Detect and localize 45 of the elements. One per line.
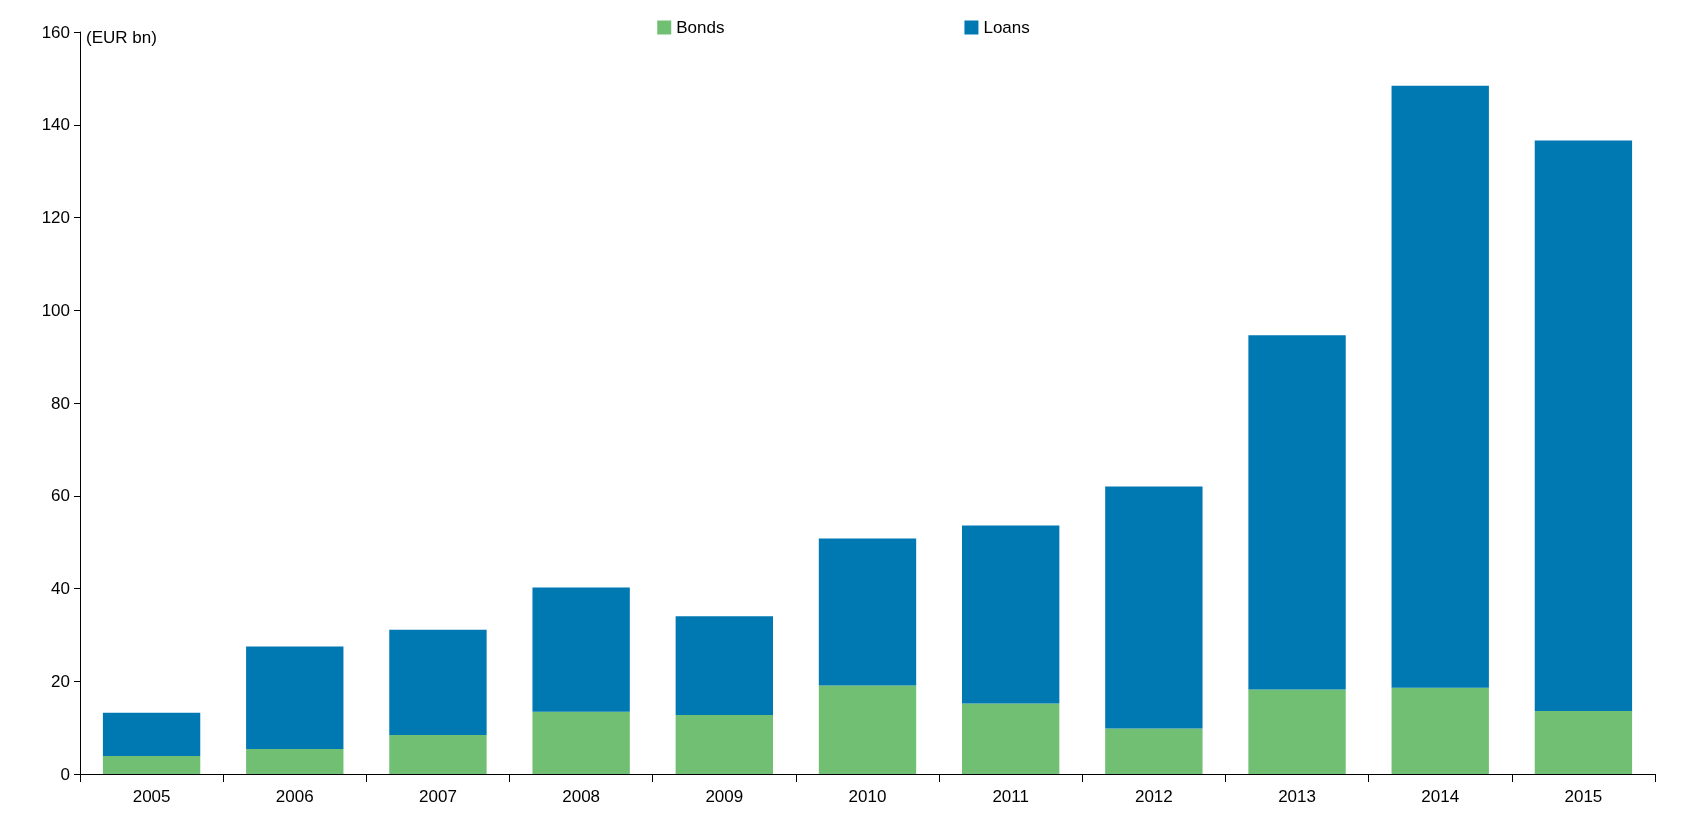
y-tick-label: 120 xyxy=(41,208,70,227)
y-tick-label: 20 xyxy=(51,671,70,691)
y-tick-label: 40 xyxy=(51,579,70,598)
y-tick-label: 80 xyxy=(51,393,70,413)
bar xyxy=(818,685,917,774)
legend-label: Loans xyxy=(983,18,1030,37)
x-tick-label: 2013 xyxy=(1278,787,1316,806)
y-tick-label: 160 xyxy=(41,22,70,42)
bar xyxy=(1534,710,1633,774)
y-tick-label: 140 xyxy=(41,115,70,135)
bar xyxy=(102,712,201,756)
y-tick-label: 60 xyxy=(51,486,70,506)
x-tick-label: 2014 xyxy=(1421,787,1460,806)
bar xyxy=(1105,486,1203,729)
x-tick-label: 2012 xyxy=(1134,787,1173,806)
y-tick-label: 0 xyxy=(60,764,70,784)
bar xyxy=(246,748,344,774)
x-tick-label: 2005 xyxy=(132,787,171,806)
bar xyxy=(818,538,917,686)
bar xyxy=(675,715,773,774)
bar xyxy=(962,703,1060,774)
bar xyxy=(1248,689,1346,774)
bar xyxy=(1391,85,1489,688)
bar xyxy=(532,711,630,774)
bar xyxy=(1105,728,1203,774)
bar xyxy=(675,616,773,716)
x-tick-label: 2008 xyxy=(562,787,601,806)
x-tick-label: 2007 xyxy=(419,787,457,806)
y-axis-title: (EUR bn) xyxy=(86,28,157,47)
x-tick-label: 2011 xyxy=(992,787,1029,806)
bar xyxy=(962,525,1060,704)
bar xyxy=(1534,140,1633,711)
legend-label: Bonds xyxy=(676,18,725,37)
bar xyxy=(532,587,630,712)
bar xyxy=(389,735,487,774)
x-tick-label: 2006 xyxy=(275,787,314,806)
bar xyxy=(246,646,344,749)
y-tick-label: 100 xyxy=(41,300,70,320)
bar xyxy=(1391,687,1489,774)
bar xyxy=(102,755,201,774)
x-tick-label: 2010 xyxy=(848,787,887,806)
x-tick-label: 2009 xyxy=(705,787,744,806)
bar xyxy=(389,629,487,736)
bar xyxy=(1248,335,1346,690)
x-tick-label: 2015 xyxy=(1564,787,1603,806)
